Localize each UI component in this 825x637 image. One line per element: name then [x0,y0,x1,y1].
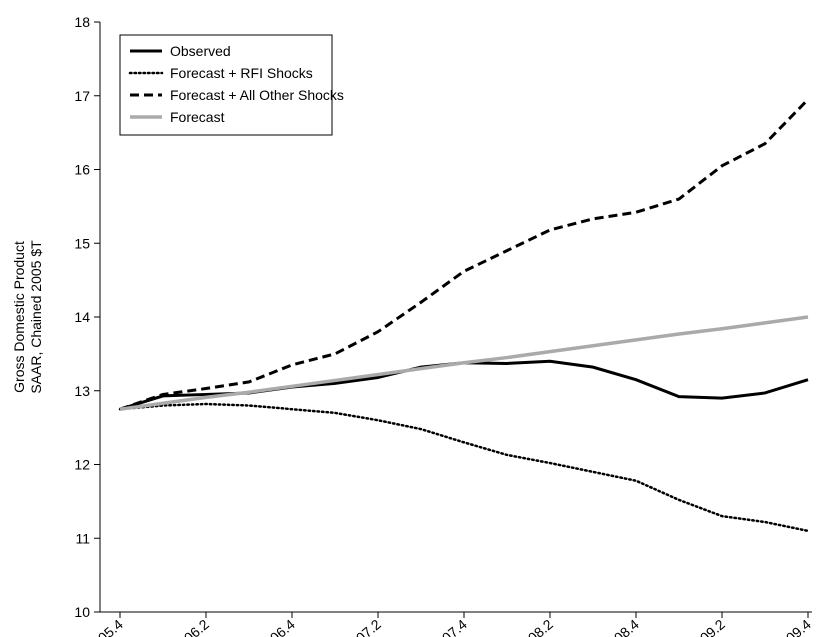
x-tick-label: 2006.4 [255,616,298,637]
y-axis-label-line: Gross Domestic Product [11,241,27,393]
y-tick-label: 18 [74,14,90,30]
series-line [119,315,809,411]
y-tick-label: 16 [74,162,90,178]
x-tick-label: 2007.4 [427,616,470,637]
x-tick-label: 2007.2 [341,616,384,637]
series-line [118,402,810,533]
x-tick-label: 2006.2 [169,616,212,637]
x-tick-label: 2008.2 [513,616,556,637]
y-axis-label-line: SAAR, Chained 2005 $T [28,240,44,394]
legend-label: Forecast [170,109,225,125]
y-tick-label: 11 [75,530,90,546]
legend-label: Forecast + RFI Shocks [170,65,313,81]
y-tick-label: 17 [74,88,90,104]
legend-label: Observed [170,43,231,59]
x-tick-label: 2009.4 [771,616,814,637]
y-tick-label: 10 [74,604,90,620]
y-tick-label: 14 [74,309,90,325]
y-tick-label: 12 [74,457,90,473]
y-axis-label: Gross Domestic Product SAAR, Chained 2005… [11,240,44,394]
x-tick-label: 2009.2 [685,616,728,637]
y-tick-label: 15 [74,235,90,251]
legend-label: Forecast + All Other Shocks [170,87,344,103]
x-tick-label: 2008.4 [599,616,642,637]
series-line [119,98,810,411]
y-tick-label: 13 [74,383,90,399]
